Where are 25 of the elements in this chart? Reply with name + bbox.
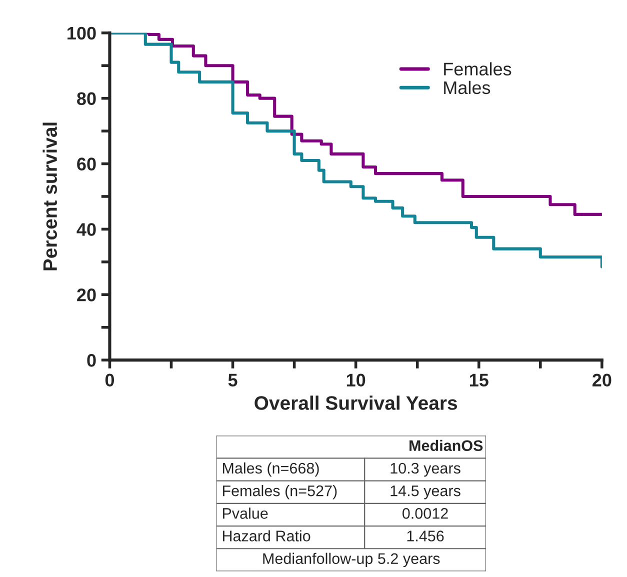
text: Medianfollow-up 5.2 years — [263, 552, 440, 568]
x-tick-label: 10 — [346, 374, 366, 387]
legend-label: Females — [444, 62, 512, 76]
y-tick-label: 100 — [68, 26, 96, 40]
text: Pvalue — [222, 508, 268, 519]
text: 1.456 — [407, 530, 444, 542]
y-tick-label: 0 — [87, 354, 96, 367]
y-tick-label: 60 — [77, 158, 96, 170]
text: Females (n=527) — [222, 485, 337, 500]
x-axis-title: Overall Survival Years — [254, 396, 458, 410]
x-tick-label: 15 — [470, 374, 488, 387]
y-tick-label: 40 — [76, 223, 96, 236]
text: 10.3 years — [390, 462, 460, 477]
text: 14.5 years — [390, 486, 460, 500]
text: Males (n=668) — [222, 462, 319, 477]
y-tick-label: 80 — [77, 92, 96, 106]
x-tick-label: 20 — [592, 374, 612, 387]
x-tick-label: 0 — [105, 374, 114, 387]
x-tick-label: 5 — [228, 374, 238, 387]
y-tick-label: 20 — [77, 288, 96, 302]
text: MedianOS — [410, 440, 483, 452]
legend-label: Males — [444, 80, 490, 94]
y-axis-title: Percent survival — [42, 122, 58, 270]
text: Hazard Ratio — [222, 530, 310, 542]
text: 0.0012 — [402, 508, 448, 519]
